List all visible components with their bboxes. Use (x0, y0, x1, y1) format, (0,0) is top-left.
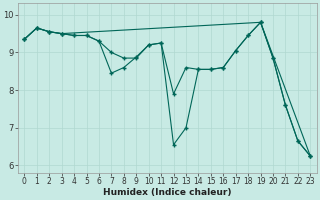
X-axis label: Humidex (Indice chaleur): Humidex (Indice chaleur) (103, 188, 232, 197)
